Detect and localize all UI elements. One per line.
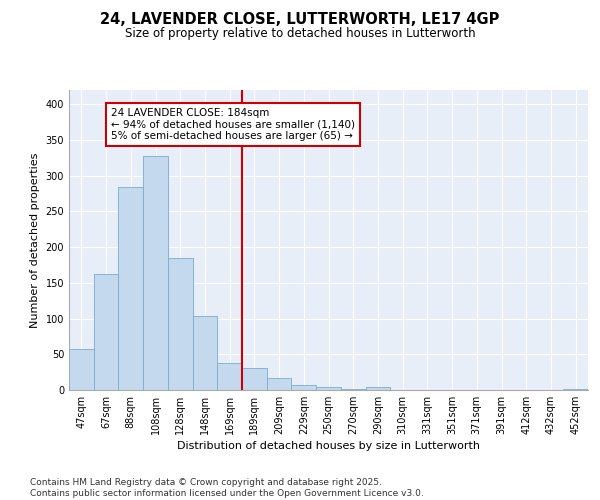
Bar [193,316,217,390]
Bar [168,258,193,390]
Bar [118,187,143,390]
Bar [242,368,267,390]
Bar [267,378,292,390]
Bar [563,388,588,390]
Bar [217,363,242,390]
Bar [143,156,168,390]
Text: Contains HM Land Registry data © Crown copyright and database right 2025.
Contai: Contains HM Land Registry data © Crown c… [30,478,424,498]
Bar [316,387,341,390]
Y-axis label: Number of detached properties: Number of detached properties [30,152,40,328]
Bar [69,350,94,390]
X-axis label: Distribution of detached houses by size in Lutterworth: Distribution of detached houses by size … [177,441,480,451]
Bar [94,274,118,390]
Text: 24, LAVENDER CLOSE, LUTTERWORTH, LE17 4GP: 24, LAVENDER CLOSE, LUTTERWORTH, LE17 4G… [100,12,500,28]
Bar [292,385,316,390]
Text: 24 LAVENDER CLOSE: 184sqm
← 94% of detached houses are smaller (1,140)
5% of sem: 24 LAVENDER CLOSE: 184sqm ← 94% of detac… [111,108,355,141]
Text: Size of property relative to detached houses in Lutterworth: Size of property relative to detached ho… [125,28,475,40]
Bar [365,387,390,390]
